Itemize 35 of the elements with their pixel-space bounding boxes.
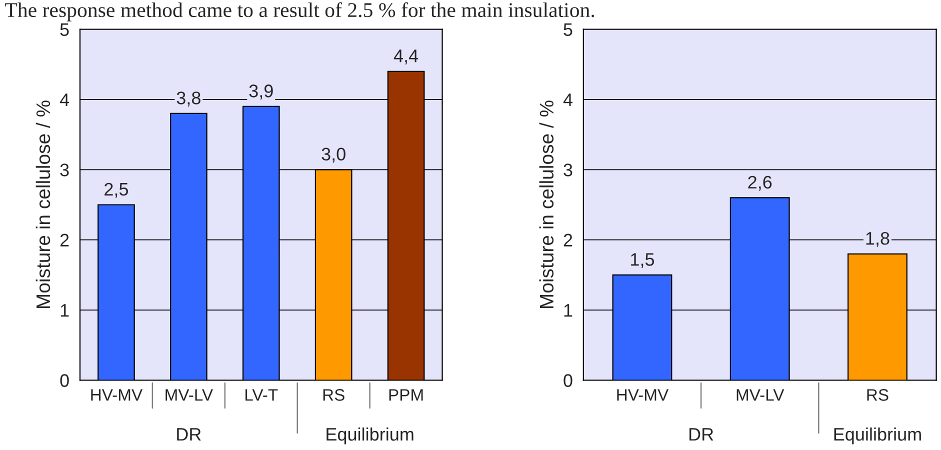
x-tick-label: PPM: [389, 389, 423, 401]
data-label: 3,9: [249, 84, 273, 100]
x-tick-label: MV-LV: [166, 389, 213, 401]
data-label: 2,6: [748, 176, 772, 191]
chart-title: The response method came to a result of 2.5 % for the main insulation.: [5, 2, 594, 22]
data-label: 4,4: [394, 50, 418, 64]
y-tick-label: 4: [563, 94, 572, 106]
y-axis-title: Moisture in cellulose / %: [539, 100, 554, 308]
x-tick-label: LV-T: [246, 389, 278, 401]
data-label: 2,5: [104, 182, 128, 198]
data-label: 3,8: [176, 92, 200, 106]
x-tick-label: HV-MV: [617, 389, 669, 401]
text: Equilibrium: [326, 427, 414, 444]
data-label: 3,0: [322, 148, 346, 163]
x-tick-label: MV-LV: [736, 389, 784, 401]
y-tick-label: 0: [60, 374, 69, 387]
data-label: 1,8: [866, 232, 890, 247]
text: DR: [689, 428, 714, 441]
y-tick-label: 2: [60, 234, 69, 246]
y-tick-label: 5: [60, 23, 69, 36]
y-tick-label: 4: [60, 94, 70, 106]
x-tick-label: HV-MV: [91, 389, 143, 401]
text: Equilibrium: [834, 427, 921, 444]
y-tick-label: 5: [564, 23, 572, 36]
data-label: 1,5: [631, 253, 654, 268]
y-tick-label: 2: [564, 234, 572, 246]
y-tick-label: 3: [60, 164, 69, 176]
text: DR: [177, 428, 201, 441]
y-tick-label: 0: [564, 374, 572, 387]
y-tick-label: 1: [60, 304, 69, 317]
y-tick-label: 3: [564, 164, 572, 176]
x-tick-label: RS: [867, 389, 888, 401]
y-tick-label: 1: [564, 304, 572, 317]
y-axis-title: Moisture in cellulose / %: [36, 100, 50, 308]
x-tick-label: RS: [323, 389, 344, 401]
